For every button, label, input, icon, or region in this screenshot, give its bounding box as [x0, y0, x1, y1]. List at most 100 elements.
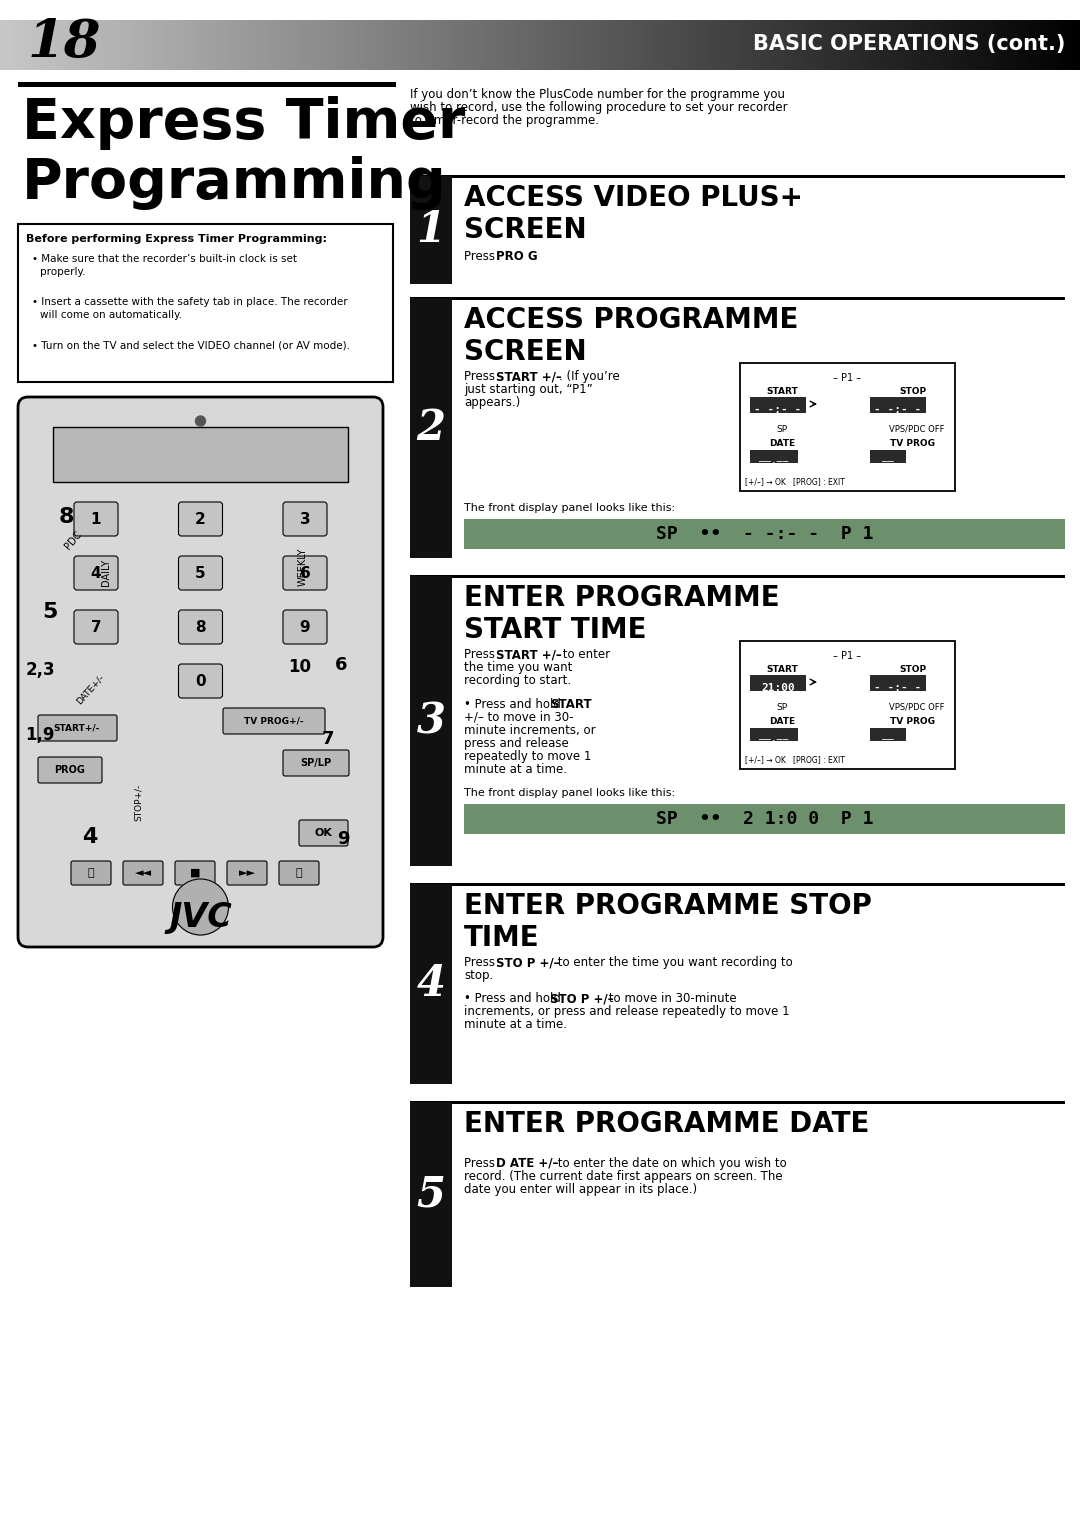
FancyBboxPatch shape — [279, 861, 319, 885]
Text: START: START — [766, 665, 798, 674]
Text: ACCESS PROGRAMME
SCREEN: ACCESS PROGRAMME SCREEN — [464, 307, 798, 366]
Bar — [180, 20, 184, 70]
Bar — [980, 20, 983, 70]
Bar — [0, 20, 3, 70]
Text: +/– to move in 30-: +/– to move in 30- — [464, 711, 573, 723]
Text: ⏩: ⏩ — [296, 868, 302, 877]
Text: ACCESS VIDEO PLUS+
SCREEN: ACCESS VIDEO PLUS+ SCREEN — [464, 185, 804, 244]
Bar — [43, 20, 46, 70]
Text: BASIC OPERATIONS (cont.): BASIC OPERATIONS (cont.) — [753, 34, 1065, 53]
Bar — [710, 20, 713, 70]
Bar — [853, 20, 856, 70]
Bar — [850, 20, 853, 70]
Bar — [375, 20, 378, 70]
Bar — [750, 674, 806, 691]
Bar — [839, 20, 842, 70]
Text: ENTER PROGRAMME STOP
TIME: ENTER PROGRAMME STOP TIME — [464, 893, 872, 952]
Bar — [893, 20, 896, 70]
Bar — [278, 20, 281, 70]
Bar — [504, 20, 508, 70]
Bar — [313, 20, 316, 70]
Bar — [740, 641, 955, 769]
Text: SP: SP — [777, 703, 787, 713]
Bar — [497, 20, 500, 70]
Bar — [886, 20, 889, 70]
Text: SP  ••  2 1:0 0  P 1: SP •• 2 1:0 0 P 1 — [656, 810, 874, 829]
Bar — [518, 20, 522, 70]
Bar — [170, 20, 173, 70]
FancyBboxPatch shape — [175, 861, 215, 885]
Text: SP  ••  - -:- -  P 1: SP •• - -:- - P 1 — [656, 525, 874, 543]
Bar — [947, 20, 950, 70]
Bar — [576, 20, 580, 70]
Bar — [90, 20, 94, 70]
Bar — [418, 20, 421, 70]
Text: Press: Press — [464, 369, 499, 383]
Text: stop.: stop. — [464, 969, 494, 983]
Bar — [468, 20, 472, 70]
Text: 1: 1 — [417, 209, 446, 250]
Bar — [1069, 20, 1072, 70]
Bar — [796, 20, 799, 70]
Text: press and release: press and release — [464, 737, 569, 749]
Text: minute at a time.: minute at a time. — [464, 1018, 567, 1032]
Bar — [46, 20, 51, 70]
Text: – P1 –: – P1 – — [834, 652, 862, 661]
Bar — [184, 20, 187, 70]
Bar — [475, 20, 478, 70]
Bar — [432, 20, 435, 70]
Bar — [57, 20, 62, 70]
FancyBboxPatch shape — [18, 397, 383, 948]
Text: 9: 9 — [337, 830, 349, 848]
Bar — [18, 82, 396, 87]
Bar — [975, 20, 980, 70]
Bar — [356, 20, 360, 70]
Text: START: START — [550, 697, 592, 711]
Bar — [659, 20, 662, 70]
Bar — [583, 20, 586, 70]
Bar — [461, 20, 464, 70]
Bar — [932, 20, 936, 70]
Bar — [11, 20, 14, 70]
Bar — [410, 575, 453, 865]
Text: to timer-record the programme.: to timer-record the programme. — [410, 114, 599, 127]
Bar — [666, 20, 670, 70]
Bar — [144, 20, 148, 70]
Bar — [619, 20, 623, 70]
Bar — [702, 20, 705, 70]
Text: PDC: PDC — [63, 530, 83, 551]
Text: – P1 –: – P1 – — [834, 372, 862, 383]
Bar — [227, 20, 230, 70]
Bar — [40, 20, 43, 70]
Text: D ATE +/–: D ATE +/– — [496, 1157, 558, 1170]
Bar — [705, 20, 710, 70]
Bar — [750, 450, 798, 462]
Bar — [846, 20, 850, 70]
Bar — [608, 20, 612, 70]
Text: 7: 7 — [322, 729, 334, 748]
Bar — [759, 20, 764, 70]
Bar — [954, 20, 958, 70]
Bar — [640, 20, 645, 70]
Bar — [403, 20, 407, 70]
Text: DATE: DATE — [769, 439, 795, 449]
Text: • Insert a cassette with the safety tab in place. The recorder: • Insert a cassette with the safety tab … — [32, 298, 348, 307]
Text: • Press and hold: • Press and hold — [464, 697, 565, 711]
Bar — [68, 20, 72, 70]
Bar — [370, 20, 375, 70]
Bar — [97, 20, 100, 70]
Text: Before performing Express Timer Programming:: Before performing Express Timer Programm… — [26, 233, 327, 244]
Bar — [572, 20, 576, 70]
Bar — [551, 20, 554, 70]
Bar — [634, 20, 637, 70]
Bar — [788, 20, 792, 70]
Bar — [94, 20, 97, 70]
Bar — [637, 20, 640, 70]
Bar — [526, 20, 529, 70]
Bar — [421, 20, 424, 70]
Bar — [202, 20, 205, 70]
Text: 5: 5 — [42, 601, 57, 623]
FancyBboxPatch shape — [123, 861, 163, 885]
Bar — [997, 20, 1001, 70]
Text: 6: 6 — [299, 566, 310, 580]
